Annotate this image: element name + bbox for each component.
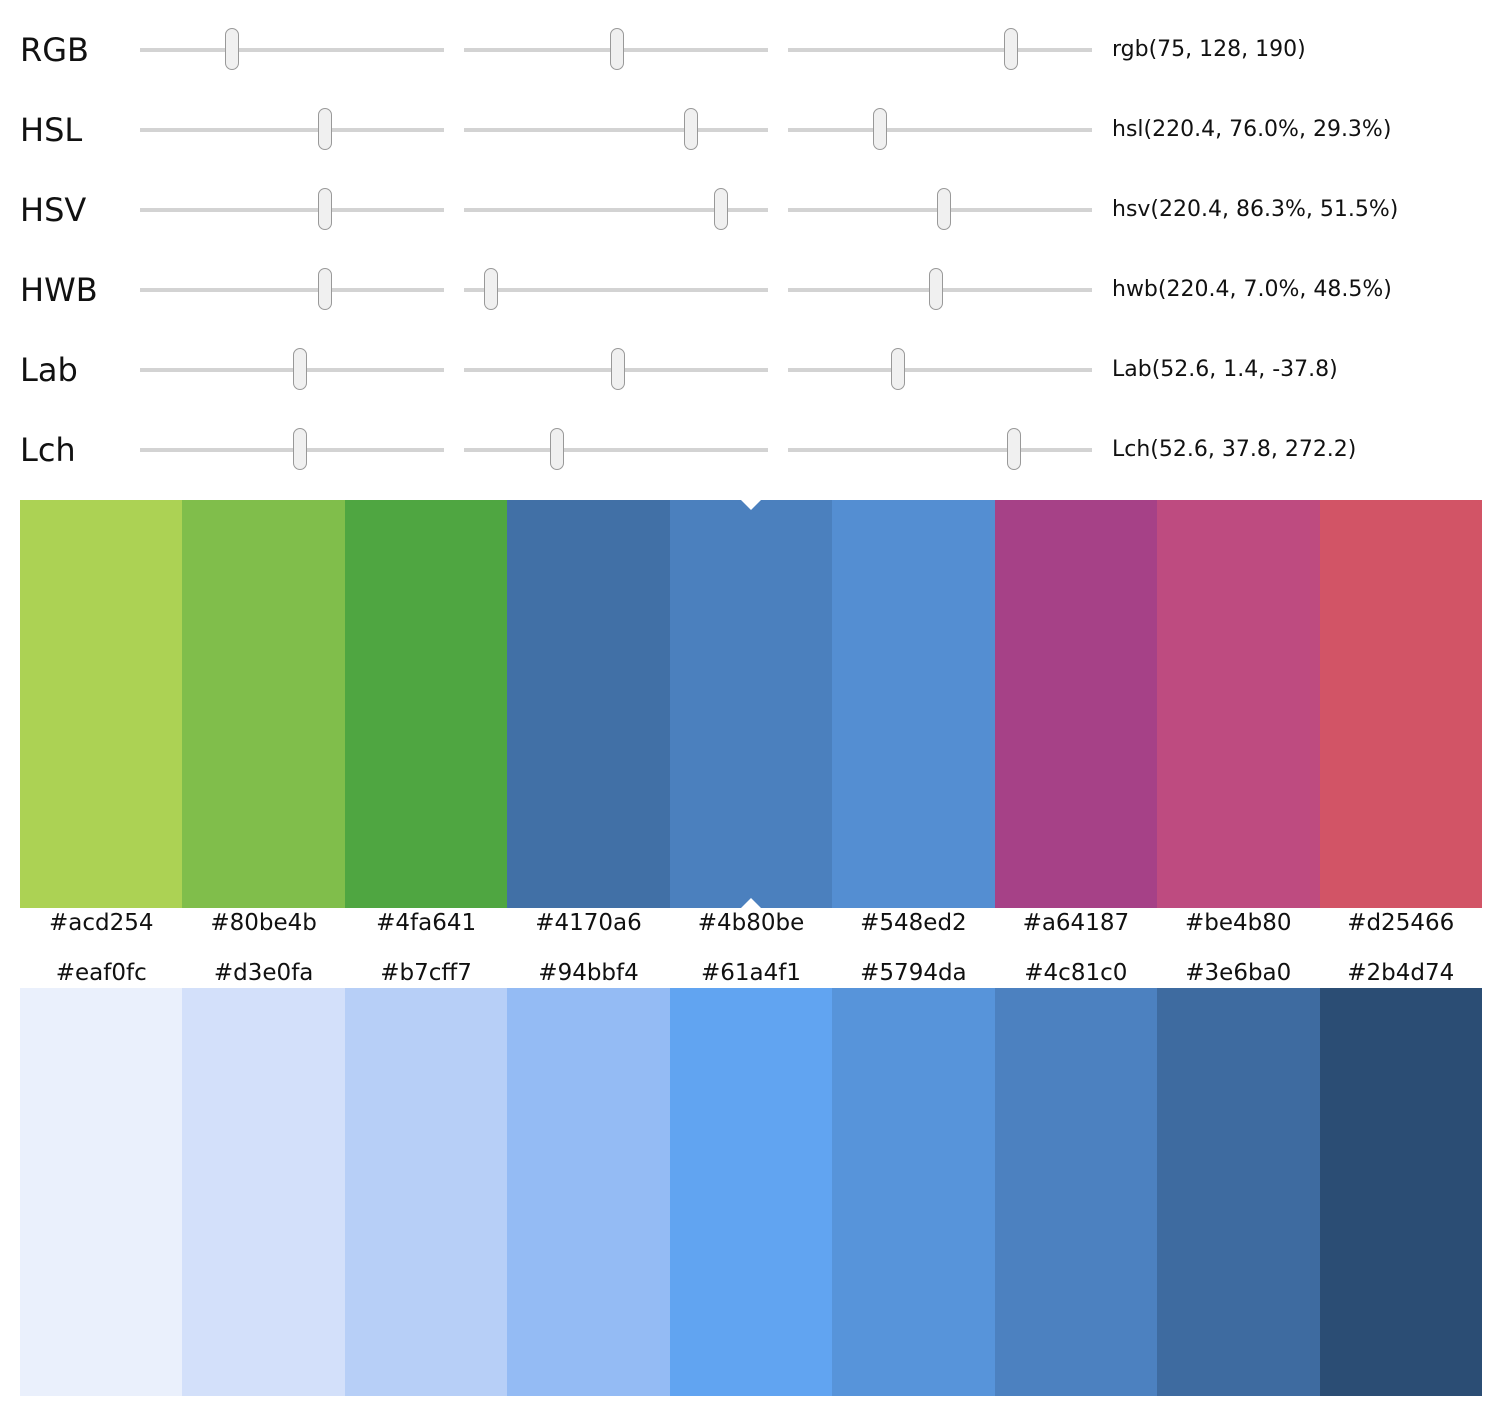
slider-track[interactable] [140, 188, 444, 230]
model-label: HSV [20, 191, 87, 229]
color-swatch[interactable] [182, 500, 345, 908]
shade-hex-labels: #eaf0fc #d3e0fa #b7cff7 #94bbf4 #61a4f1 #5794… [20, 960, 1482, 986]
slider-track[interactable] [464, 28, 768, 70]
slider-track[interactable] [464, 108, 768, 150]
slider-thumb[interactable] [317, 268, 332, 310]
selected-marker-top [740, 500, 761, 510]
hex-label: #b7cff7 [380, 960, 472, 986]
model-label: RGB [20, 31, 89, 69]
color-value-text: hsv(220.4, 86.3%, 51.5%) [1112, 197, 1399, 222]
color-swatch[interactable] [669, 500, 833, 908]
hex-label: #94bbf4 [538, 960, 639, 986]
slider-thumb[interactable] [292, 348, 307, 390]
slider-thumb[interactable] [684, 108, 699, 150]
slider-row-lab: Lab Lab(52.6, 1.4, -37.8) [0, 340, 1501, 400]
color-swatch[interactable] [1319, 988, 1482, 1396]
color-swatch[interactable] [20, 500, 183, 908]
slider-row-lch: Lch Lch(52.6, 37.8, 272.2) [0, 420, 1501, 480]
slider-track[interactable] [140, 28, 444, 70]
slider-thumb[interactable] [292, 428, 307, 470]
color-value-text: hwb(220.4, 7.0%, 48.5%) [1112, 277, 1392, 302]
harmony-palette [20, 500, 1482, 908]
slider-thumb[interactable] [937, 188, 952, 230]
color-swatch[interactable] [832, 500, 995, 908]
hex-label: #4b80be [697, 910, 805, 936]
slider-track[interactable] [788, 108, 1092, 150]
slider-thumb[interactable] [225, 28, 240, 70]
color-swatch[interactable] [994, 988, 1158, 1396]
hex-label: #4170a6 [535, 910, 642, 936]
hex-label: #acd254 [48, 910, 154, 936]
slider-track[interactable] [464, 348, 768, 390]
slider-track[interactable] [140, 108, 444, 150]
color-swatch[interactable] [1319, 500, 1482, 908]
slider-thumb[interactable] [1004, 28, 1019, 70]
hex-label: #61a4f1 [700, 960, 801, 986]
selected-marker-bottom [740, 898, 761, 908]
harmony-hex-labels: #acd254 #80be4b #4fa641 #4170a6 #4b80be #548e… [20, 910, 1482, 936]
slider-track[interactable] [140, 348, 444, 390]
slider-thumb[interactable] [611, 348, 626, 390]
slider-thumb[interactable] [549, 428, 564, 470]
slider-thumb[interactable] [317, 108, 332, 150]
slider-track[interactable] [464, 428, 768, 470]
slider-track[interactable] [788, 428, 1092, 470]
hex-label: #d25466 [1347, 910, 1455, 936]
color-swatch[interactable] [182, 988, 345, 1396]
shade-palette [20, 988, 1482, 1396]
slider-thumb[interactable] [872, 108, 887, 150]
color-value-text: Lch(52.6, 37.8, 272.2) [1112, 437, 1357, 462]
hex-label: #be4b80 [1185, 910, 1292, 936]
slider-thumb[interactable] [609, 28, 624, 70]
color-swatch[interactable] [1157, 500, 1320, 908]
color-swatch[interactable] [1157, 988, 1320, 1396]
slider-thumb[interactable] [1007, 428, 1022, 470]
slider-thumb[interactable] [484, 268, 499, 310]
color-swatch[interactable] [344, 988, 508, 1396]
slider-track[interactable] [464, 188, 768, 230]
slider-thumb[interactable] [317, 188, 332, 230]
slider-track[interactable] [140, 428, 444, 470]
hex-label: #5794da [860, 960, 967, 986]
hex-label: #548ed2 [860, 910, 967, 936]
color-swatch[interactable] [344, 500, 508, 908]
slider-row-hwb: HWB hwb(220.4, 7.0%, 48.5%) [0, 260, 1501, 320]
slider-row-rgb: RGB rgb(75, 128, 190) [0, 20, 1501, 80]
color-swatch[interactable] [669, 988, 833, 1396]
color-value-text: rgb(75, 128, 190) [1112, 37, 1306, 62]
hex-label: #80be4b [210, 910, 317, 936]
slider-track[interactable] [788, 348, 1092, 390]
slider-thumb[interactable] [890, 348, 905, 390]
hex-label: #eaf0fc [55, 960, 147, 986]
slider-thumb[interactable] [928, 268, 943, 310]
slider-track[interactable] [788, 268, 1092, 310]
model-label: HWB [20, 271, 98, 309]
model-label: HSL [20, 111, 83, 149]
model-label: Lch [20, 431, 76, 469]
color-value-text: Lab(52.6, 1.4, -37.8) [1112, 357, 1338, 382]
slider-row-hsv: HSV hsv(220.4, 86.3%, 51.5%) [0, 180, 1501, 240]
color-swatch[interactable] [507, 988, 670, 1396]
color-swatch[interactable] [994, 500, 1158, 908]
slider-track[interactable] [140, 268, 444, 310]
slider-track[interactable] [788, 188, 1092, 230]
hex-label: #4fa641 [376, 910, 477, 936]
color-value-text: hsl(220.4, 76.0%, 29.3%) [1112, 117, 1392, 142]
hex-label: #a64187 [1022, 910, 1130, 936]
model-label: Lab [20, 351, 78, 389]
slider-thumb[interactable] [714, 188, 729, 230]
slider-track[interactable] [464, 268, 768, 310]
slider-row-hsl: HSL hsl(220.4, 76.0%, 29.3%) [0, 100, 1501, 160]
color-swatch[interactable] [832, 988, 995, 1396]
hex-label: #d3e0fa [213, 960, 314, 986]
hex-label: #4c81c0 [1024, 960, 1128, 986]
color-swatch[interactable] [20, 988, 183, 1396]
slider-track[interactable] [788, 28, 1092, 70]
color-swatch[interactable] [507, 500, 670, 908]
hex-label: #3e6ba0 [1185, 960, 1292, 986]
hex-label: #2b4d74 [1347, 960, 1455, 986]
